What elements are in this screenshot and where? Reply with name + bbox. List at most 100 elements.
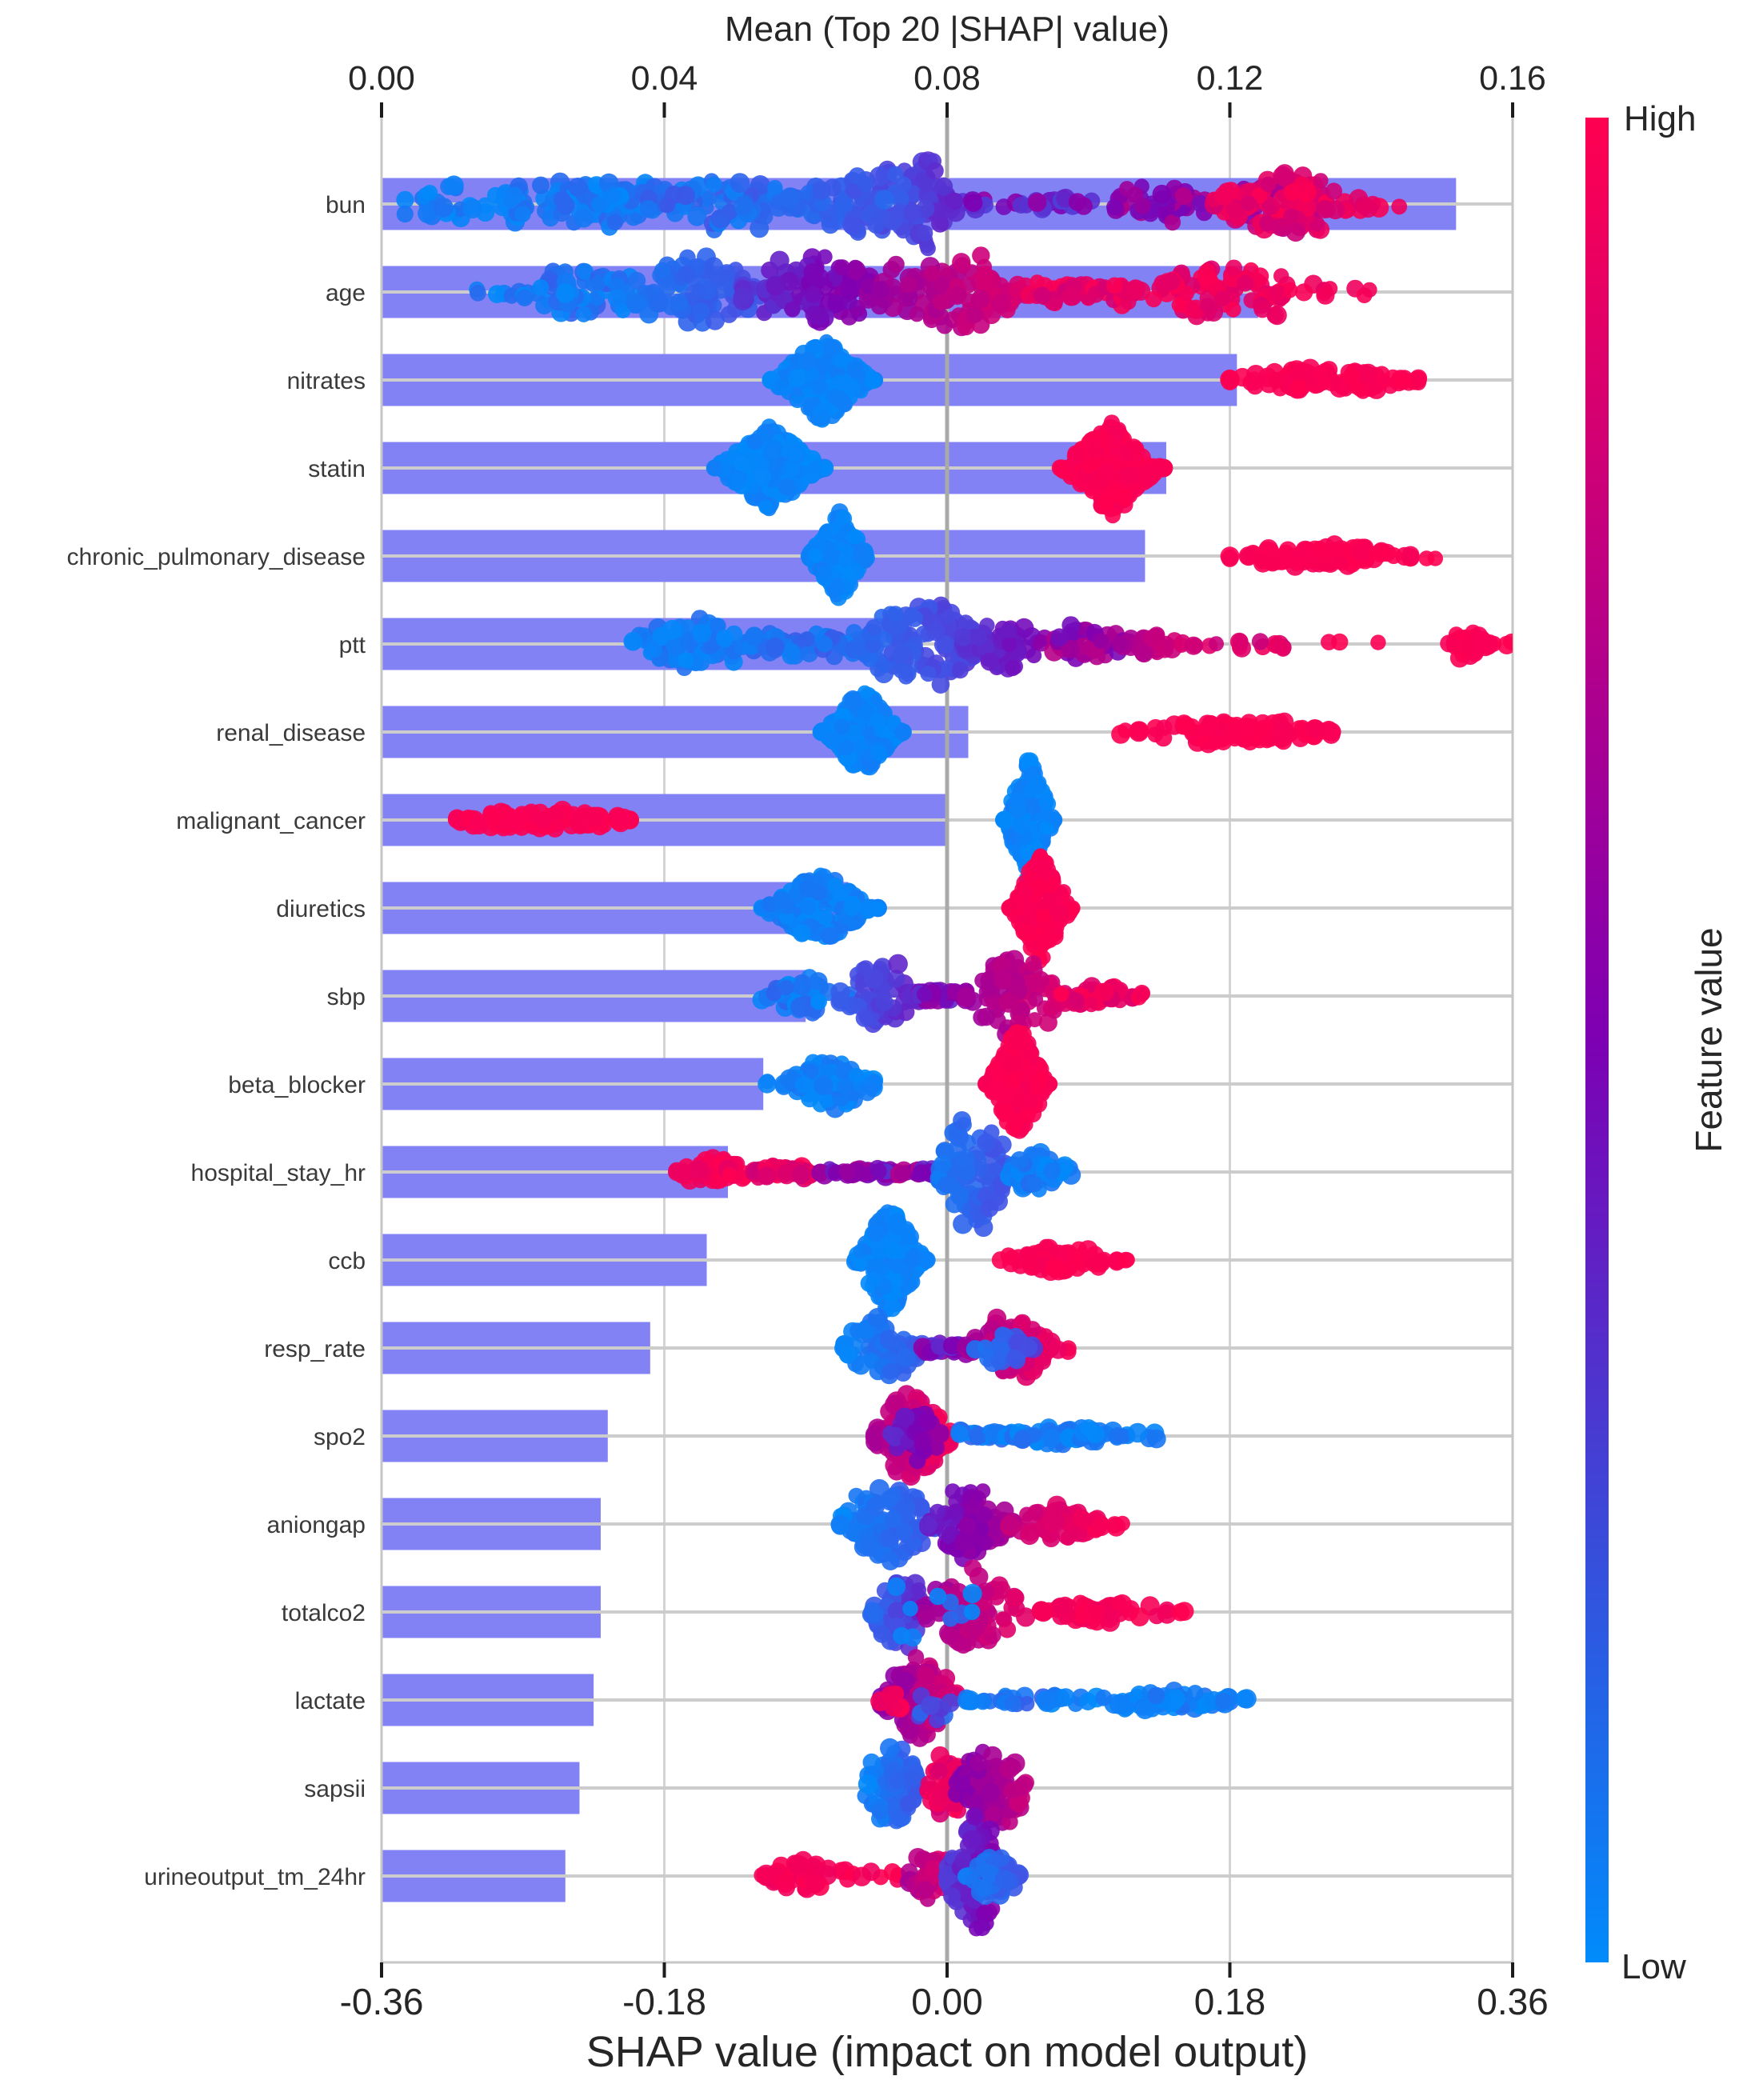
swarm-point [809, 972, 828, 991]
swarm-point [706, 460, 723, 476]
swarm-point [1007, 1112, 1024, 1129]
swarm-point [888, 1213, 906, 1231]
swarm-point [1083, 997, 1099, 1013]
swarm-point [817, 910, 834, 926]
swarm-point [1027, 776, 1046, 794]
swarm-point [932, 293, 949, 310]
swarm-point [1344, 366, 1360, 382]
swarm-point [1012, 196, 1029, 214]
swarm-point [1260, 176, 1277, 193]
swarm-point [1316, 200, 1334, 218]
swarm-point [590, 275, 606, 291]
swarm-point [957, 1149, 975, 1168]
swarm-point [863, 968, 884, 989]
swarm-point [810, 268, 830, 287]
swarm-point [816, 566, 832, 582]
swarm-point [901, 1227, 920, 1246]
swarm-point [1013, 818, 1029, 834]
swarm-point [858, 900, 878, 919]
swarm-point [1258, 215, 1275, 232]
swarm-row-sbp [752, 950, 1151, 1044]
swarm-point [1067, 992, 1085, 1010]
swarm-point [623, 632, 642, 651]
swarm-point [1089, 1254, 1109, 1273]
swarm-point [516, 289, 534, 307]
swarm-point [715, 630, 734, 648]
swarm-point [1251, 267, 1269, 285]
swarm-point [584, 806, 604, 826]
swarm-point [1225, 198, 1245, 218]
swarm-point [993, 970, 1013, 990]
swarm-point [1283, 183, 1301, 201]
swarm-point [872, 746, 887, 762]
swarm-point [934, 177, 953, 196]
swarm-point [1199, 298, 1216, 314]
swarm-point [1197, 267, 1217, 288]
swarm-point [1311, 365, 1329, 382]
swarm-point [1153, 274, 1170, 291]
swarm-point [896, 1347, 916, 1367]
swarm-point [855, 1009, 874, 1027]
swarm-point [510, 808, 530, 826]
swarm-point [830, 992, 850, 1012]
swarm-point [1005, 1033, 1023, 1050]
swarm-point [1128, 440, 1145, 457]
swarm-point [891, 190, 909, 209]
swarm-point [884, 1242, 902, 1260]
swarm-point [924, 265, 940, 282]
swarm-point [810, 993, 827, 1010]
swarm-point [1240, 195, 1257, 212]
swarm-point [778, 979, 794, 996]
swarm-point [837, 550, 854, 568]
swarm-point [858, 1083, 877, 1102]
swarm-point [1273, 268, 1289, 284]
swarm-point [1001, 898, 1019, 918]
swarm-point [870, 1163, 887, 1180]
swarm-point [933, 275, 950, 293]
swarm-point [469, 814, 490, 835]
swarm-point [1240, 714, 1258, 732]
swarm-point [925, 162, 944, 180]
swarm-point [1013, 618, 1034, 638]
swarm-point [808, 548, 823, 563]
swarm-point [834, 259, 850, 276]
swarm-point [874, 993, 893, 1012]
swarm-point [827, 877, 843, 894]
swarm-point [881, 1363, 898, 1380]
swarm-point [1117, 1251, 1134, 1269]
swarm-point [953, 257, 971, 274]
swarm-point [1214, 290, 1230, 307]
swarm-point [722, 1167, 738, 1183]
swarm-point [1246, 378, 1264, 395]
swarm-point [790, 997, 810, 1018]
swarm-point [1254, 553, 1271, 570]
swarm-point [777, 1164, 795, 1182]
swarm-point [832, 353, 847, 369]
swarm-point [1295, 283, 1313, 302]
swarm-row-statin [706, 414, 1173, 524]
swarm-point [886, 166, 904, 183]
swarm-point [798, 351, 818, 370]
swarm-point [837, 396, 854, 413]
swarm-point [1051, 459, 1069, 477]
swarm-point [784, 301, 801, 318]
swarm-point [1253, 300, 1272, 318]
swarm-point [1032, 858, 1048, 875]
swarm-point [575, 306, 592, 322]
swarm-point [1010, 1151, 1029, 1170]
swarm-point [871, 281, 890, 299]
swarm-point [1361, 282, 1377, 298]
swarm-point [1152, 184, 1172, 204]
swarm-point [770, 250, 790, 270]
swarm-point [1028, 991, 1044, 1007]
swarm-point [1221, 372, 1238, 389]
swarm-point [692, 302, 710, 321]
swarm-point [1045, 1258, 1065, 1278]
swarm-point [1271, 218, 1290, 237]
swarm-point [766, 442, 782, 458]
swarm-point [975, 277, 992, 293]
swarm-point [802, 366, 819, 383]
swarm-point [1184, 636, 1203, 655]
